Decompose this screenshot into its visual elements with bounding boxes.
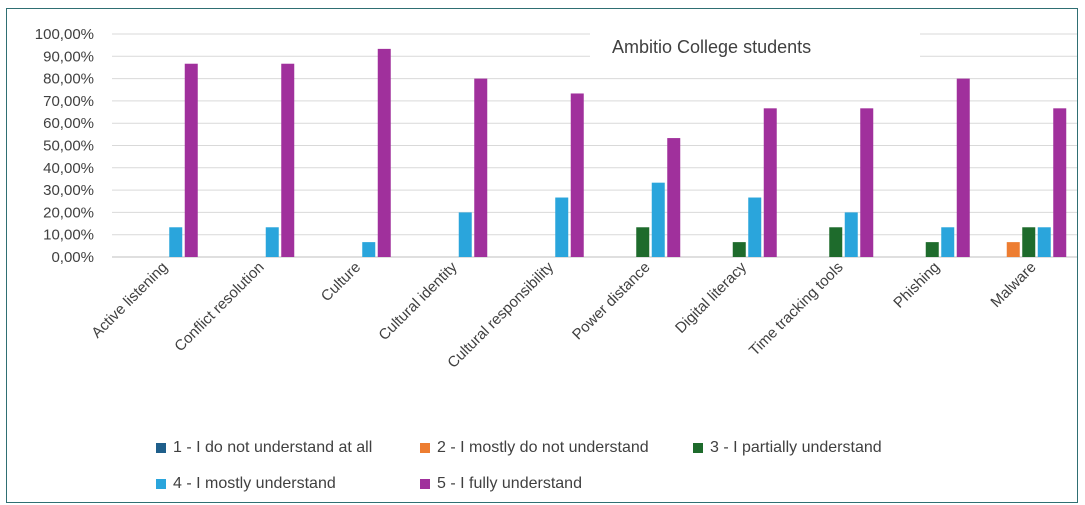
y-tick-label: 30,00% [43,182,94,199]
bar [844,212,858,257]
y-tick-label: 90,00% [43,48,94,65]
y-tick-label: 50,00% [43,138,94,155]
y-tick-label: 10,00% [43,227,94,244]
bar [829,227,843,257]
x-tick-label: Time tracking tools [746,259,847,360]
x-tick-label: Culture [318,259,364,305]
bar [474,78,488,257]
legend-label-5: 5 - I fully understand [437,475,582,492]
bar [1006,242,1020,257]
x-tick-label: Active listening [88,259,171,342]
bar [956,78,970,257]
legend-label-1: 1 - I do not understand at all [173,439,373,456]
legend-item-5: 5 - I fully understand [420,475,582,493]
chart-title: Ambitio College students [612,37,812,57]
legend-swatch-4 [156,479,166,489]
y-tick-label: 80,00% [43,71,94,88]
bar [169,227,183,257]
legend-item-2: 2 - I mostly do not understand [420,439,649,457]
bar [377,48,391,257]
legend-label-2: 2 - I mostly do not understand [437,439,649,456]
y-tick-label: 70,00% [43,93,94,110]
y-tick-label: 40,00% [43,160,94,177]
title-backdrop [590,30,920,66]
y-tick-label: 100,00% [35,26,94,43]
bar [748,197,762,257]
chart-frame [6,8,1078,503]
x-tick-label: Cultural identity [375,258,460,343]
bar [362,242,376,257]
legend-item-3: 3 - I partially understand [693,439,882,457]
bar [636,227,650,257]
y-tick-label: 0,00% [51,249,94,266]
bar [1022,227,1036,257]
legend-swatch-5 [420,479,430,489]
bar [458,212,472,257]
legend-swatch-2 [420,443,430,453]
bar [1053,108,1067,257]
bar [860,108,874,257]
legend-swatch-1 [156,443,166,453]
y-tick-label: 60,00% [43,115,94,132]
legend-label-3: 3 - I partially understand [710,439,882,456]
bar [570,93,584,258]
x-tick-label: Digital literacy [672,258,750,336]
legend-item-4: 4 - I mostly understand [156,475,336,493]
bar [732,242,746,257]
x-tick-label: Power distance [569,259,654,344]
bar [651,182,665,257]
bar [1037,227,1051,257]
legend-item-1: 1 - I do not understand at all [156,439,372,457]
legend-swatch-3 [693,443,703,453]
y-tick-label: 20,00% [43,204,94,221]
bar [667,138,681,257]
legend-label-4: 4 - I mostly understand [173,475,336,492]
x-tick-label: Phishing [890,259,943,312]
bar [763,108,777,257]
x-tick-label: Cultural responsibility [444,258,557,371]
x-tick-label: Conflict resolution [171,259,267,355]
bar [281,63,295,258]
bar [925,242,939,257]
bar [265,227,279,257]
bar [184,63,198,258]
bar [941,227,955,257]
x-tick-label: Malware [987,259,1039,311]
bar [555,197,569,257]
